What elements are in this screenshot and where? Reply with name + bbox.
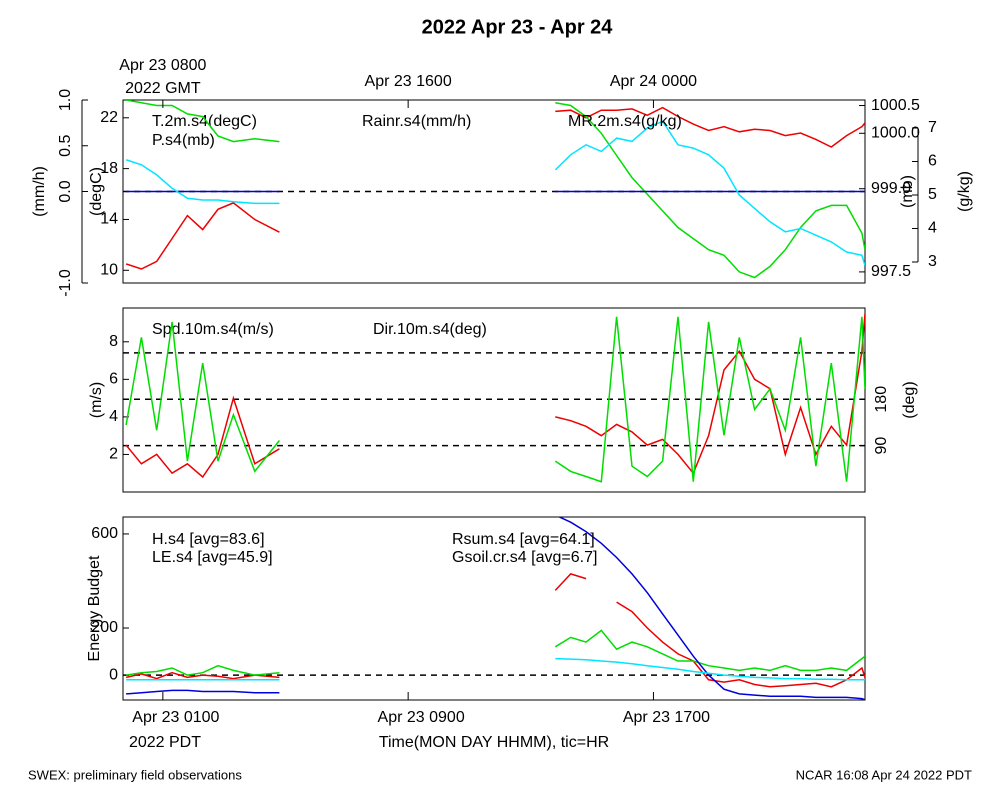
series-line (125, 316, 865, 483)
x-tick-label: Apr 23 0900 (378, 709, 465, 726)
y-tick-label: 6 (928, 153, 937, 170)
series-line (125, 106, 865, 270)
axis-label: (deg) (901, 381, 918, 418)
legend-entry: Rainr.s4(mm/h) (362, 113, 471, 130)
x-axis-label: Time(MON DAY HHMM), tic=HR (379, 734, 609, 751)
x-tick-label: Apr 23 0100 (132, 709, 219, 726)
y-tick-label: 997.5 (871, 263, 911, 280)
y-tick-label: 6 (109, 371, 118, 388)
footer-note: NCAR 16:08 Apr 24 2022 PDT (796, 767, 972, 782)
chart-title: 2022 Apr 23 - Apr 24 (422, 16, 614, 38)
x-tick-label: Apr 23 0800 (119, 57, 206, 74)
y-tick-label: 1000.0 (871, 124, 920, 141)
legend-entry: H.s4 [avg=83.6] (152, 531, 265, 548)
axis-label: (mb) (899, 175, 916, 208)
y-tick-label: 0.0 (57, 180, 74, 202)
y-tick-label: 18 (100, 160, 118, 177)
y-tick-label: 2 (109, 446, 118, 463)
axis-label: (g/kg) (956, 171, 973, 212)
y-tick-label: 4 (109, 408, 118, 425)
axis-label: (m/s) (88, 382, 105, 418)
axis-label: (mm/h) (31, 166, 48, 217)
axis-label: Energy Budget (86, 555, 103, 661)
y-tick-label: 1.0 (57, 89, 74, 111)
series-line (125, 313, 865, 479)
legend-entry: Gsoil.cr.s4 [avg=6.7] (452, 549, 597, 566)
axis-note: 2022 PDT (129, 734, 201, 751)
y-tick-label: 10 (100, 262, 118, 279)
series-line (126, 517, 865, 700)
y-tick-label: 7 (928, 119, 937, 136)
y-tick-label: 22 (100, 109, 118, 126)
legend-entry: T.2m.s4(degC) (152, 113, 257, 130)
y-tick-label: 3 (928, 253, 937, 270)
y-tick-label: 600 (91, 525, 118, 542)
y-tick-label: 1000.5 (871, 97, 920, 114)
series-line (125, 120, 865, 266)
axis-label: (degC) (88, 167, 105, 216)
y-tick-label: 5 (928, 186, 937, 203)
series-line (125, 573, 865, 688)
y-tick-label: 180 (873, 386, 890, 413)
x-tick-label: Apr 23 1700 (623, 709, 710, 726)
y-tick-label: 4 (928, 220, 937, 237)
x-tick-label: Apr 23 1600 (365, 73, 452, 90)
legend-entry: P.s4(mb) (152, 132, 215, 149)
y-tick-label: 14 (100, 211, 118, 228)
y-tick-label: 90 (873, 437, 890, 455)
y-tick-label: -1.0 (57, 269, 74, 297)
x-tick-label: Apr 24 0000 (610, 73, 697, 90)
legend-entry: MR.2m.s4(g/kg) (568, 113, 682, 130)
series-line (125, 629, 865, 676)
legend-entry: Dir.10m.s4(deg) (373, 321, 487, 338)
y-tick-label: 0 (109, 666, 118, 683)
axis-note: 2022 GMT (125, 80, 201, 97)
y-tick-label: 200 (91, 619, 118, 636)
legend-entry: Rsum.s4 [avg=64.1] (452, 531, 595, 548)
legend-entry: Spd.10m.s4(m/s) (152, 321, 274, 338)
series-line (126, 657, 865, 681)
y-tick-label: 0.5 (57, 135, 74, 157)
footer-note: SWEX: preliminary field observations (28, 767, 242, 782)
legend-entry: LE.s4 [avg=45.9] (152, 549, 273, 566)
y-tick-label: 8 (109, 333, 118, 350)
y-tick-label: 999.0 (871, 180, 911, 197)
